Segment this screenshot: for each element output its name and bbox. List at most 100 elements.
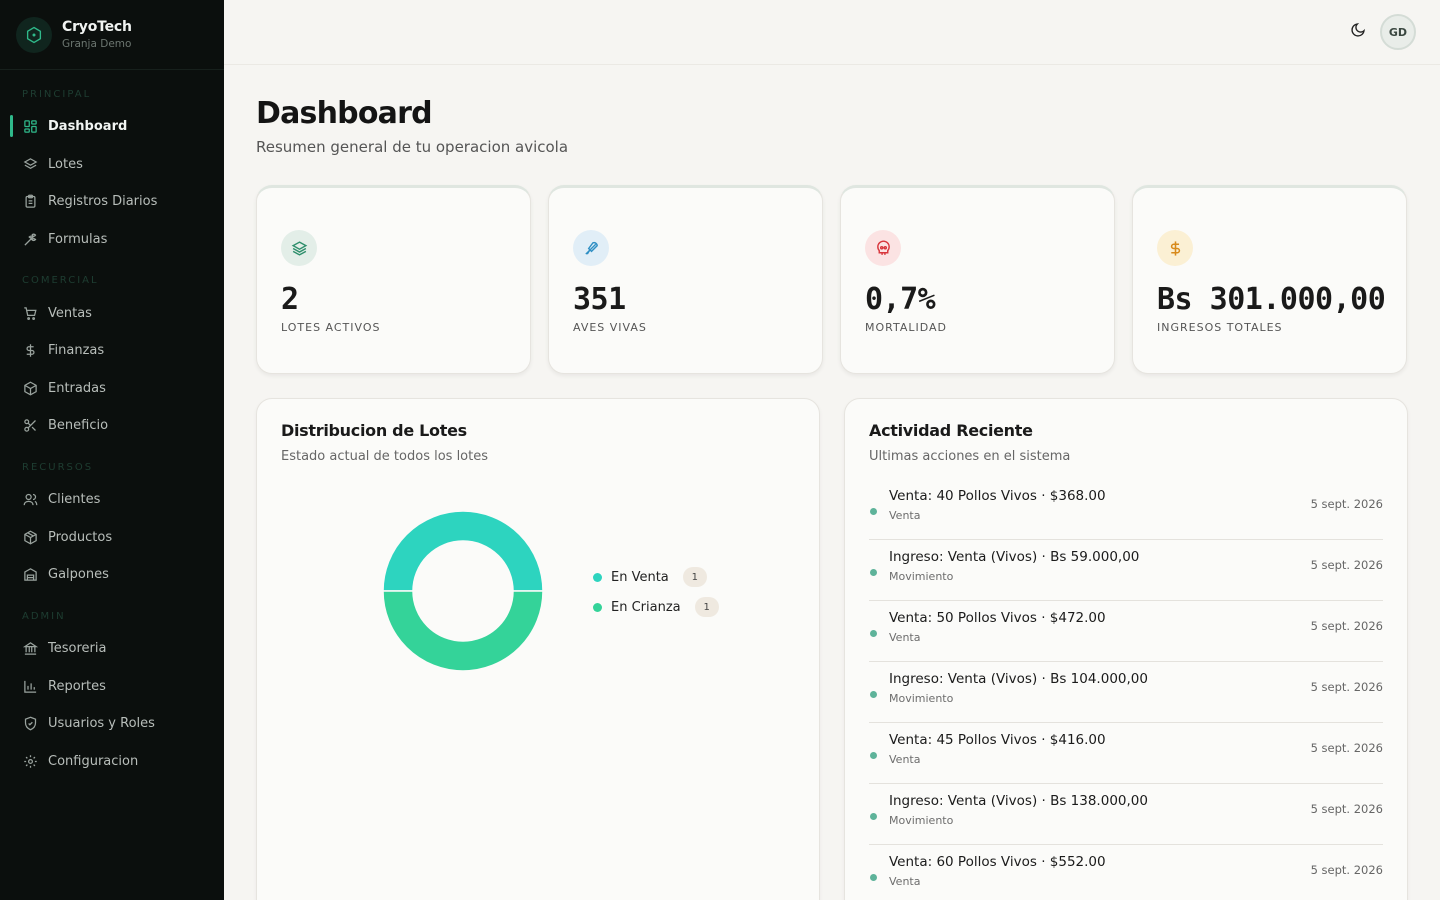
activity-title: Venta: 60 Pollos Vivos · $552.00	[889, 854, 1106, 870]
status-dot	[870, 813, 877, 820]
activity-type: Venta	[889, 631, 921, 644]
sidebar-item-label: Beneficio	[48, 417, 109, 433]
layers-icon	[281, 230, 317, 266]
dollar-icon	[22, 342, 38, 358]
sidebar-item-clientes[interactable]: Clientes	[10, 484, 214, 514]
legend-count: 1	[682, 567, 707, 587]
stat-value: 2	[281, 282, 299, 317]
brand[interactable]: CryoTech Granja Demo	[0, 0, 224, 70]
topbar: GD	[224, 0, 1440, 65]
activity-item[interactable]: Venta: 45 Pollos Vivos · $416.00 Venta 5…	[869, 723, 1383, 784]
panel-title: Actividad Reciente	[869, 421, 1033, 440]
sidebar-item-productos[interactable]: Productos	[10, 522, 214, 552]
bird-icon	[573, 230, 609, 266]
donut-slice-en-venta[interactable]	[382, 510, 544, 592]
status-dot	[870, 874, 877, 881]
sidebar-item-dashboard[interactable]: Dashboard	[10, 111, 214, 141]
donut-chart	[382, 510, 544, 672]
sidebar-item-label: Lotes	[48, 156, 83, 172]
activity-title: Venta: 40 Pollos Vivos · $368.00	[889, 488, 1106, 504]
scissors-icon	[22, 417, 38, 433]
activity-date: 5 sept. 2026	[1310, 619, 1383, 633]
avatar[interactable]: GD	[1380, 14, 1416, 50]
legend-swatch	[593, 602, 602, 612]
sidebar-item-label: Configuracion	[48, 753, 139, 769]
stat-value: 0,7%	[865, 282, 936, 317]
sidebar-item-label: Finanzas	[48, 342, 105, 358]
sidebar-item-label: Productos	[48, 529, 113, 545]
status-dot	[870, 569, 877, 576]
bar-chart-icon	[22, 678, 38, 694]
cart-icon	[22, 305, 38, 321]
bank-icon	[22, 640, 38, 656]
sidebar-item-entradas[interactable]: Entradas	[10, 373, 214, 403]
activity-date: 5 sept. 2026	[1310, 497, 1383, 511]
sidebar-item-ventas[interactable]: Ventas	[10, 298, 214, 328]
status-dot	[870, 630, 877, 637]
legend-label: En Venta	[611, 569, 669, 585]
page-subtitle: Resumen general de tu operacion avicola	[256, 138, 569, 156]
warehouse-icon	[22, 566, 38, 582]
legend-swatch	[593, 572, 602, 582]
status-dot	[870, 508, 877, 515]
activity-type: Movimiento	[889, 570, 954, 583]
activity-item[interactable]: Ingreso: Venta (Vivos) · Bs 59.000,00 Mo…	[869, 540, 1383, 601]
sidebar-item-registros-diarios[interactable]: Registros Diarios	[10, 186, 214, 216]
activity-type: Venta	[889, 509, 921, 522]
activity-item[interactable]: Venta: 50 Pollos Vivos · $472.00 Venta 5…	[869, 601, 1383, 662]
sidebar-item-reportes[interactable]: Reportes	[10, 671, 214, 701]
dollar-icon	[1157, 230, 1193, 266]
sidebar-item-label: Ventas	[48, 305, 92, 321]
sidebar-item-finanzas[interactable]: Finanzas	[10, 335, 214, 365]
donut-slice-en-crianza[interactable]	[382, 590, 544, 672]
shield-icon	[22, 715, 38, 731]
activity-title: Ingreso: Venta (Vivos) · Bs 138.000,00	[889, 793, 1148, 809]
theme-toggle-button[interactable]	[1346, 20, 1370, 44]
sidebar-item-configuracion[interactable]: Configuracion	[10, 746, 214, 776]
stat-card-lotes-activos: 2 LOTES ACTIVOS	[256, 185, 531, 374]
stat-card-aves-vivas: 351 AVES VIVAS	[548, 185, 823, 374]
panel-title: Distribucion de Lotes	[281, 421, 467, 440]
activity-date: 5 sept. 2026	[1310, 680, 1383, 694]
hexagon-logo-icon	[16, 16, 52, 53]
activity-type: Movimiento	[889, 692, 954, 705]
activity-panel: Actividad Reciente Ultimas acciones en e…	[844, 398, 1408, 900]
activity-date: 5 sept. 2026	[1310, 558, 1383, 572]
stat-label: AVES VIVAS	[573, 321, 647, 334]
panel-subtitle: Estado actual de todos los lotes	[281, 449, 488, 464]
stat-label: MORTALIDAD	[865, 321, 948, 334]
distribution-panel: Distribucion de Lotes Estado actual de t…	[256, 398, 820, 900]
legend-label: En Crianza	[611, 599, 681, 615]
sidebar-item-galpones[interactable]: Galpones	[10, 559, 214, 589]
sidebar-item-label: Galpones	[48, 566, 109, 582]
grid-icon	[22, 118, 38, 134]
sidebar-item-lotes[interactable]: Lotes	[10, 149, 214, 179]
activity-date: 5 sept. 2026	[1310, 802, 1383, 816]
users-icon	[22, 491, 38, 507]
legend-item-en-crianza: En Crianza 1	[593, 597, 719, 617]
sidebar-item-beneficio[interactable]: Beneficio	[10, 410, 214, 440]
activity-item[interactable]: Venta: 60 Pollos Vivos · $552.00 Venta 5…	[869, 845, 1383, 900]
panel-subtitle: Ultimas acciones en el sistema	[869, 449, 1071, 464]
sidebar-item-label: Clientes	[48, 491, 101, 507]
legend-count: 1	[694, 597, 719, 617]
activity-item[interactable]: Ingreso: Venta (Vivos) · Bs 138.000,00 M…	[869, 784, 1383, 845]
activity-item[interactable]: Ingreso: Venta (Vivos) · Bs 104.000,00 M…	[869, 662, 1383, 723]
legend-item-en-venta: En Venta 1	[593, 567, 707, 587]
activity-item[interactable]: Venta: 40 Pollos Vivos · $368.00 Venta 5…	[869, 479, 1383, 540]
activity-type: Movimiento	[889, 814, 954, 827]
activity-title: Ingreso: Venta (Vivos) · Bs 59.000,00	[889, 549, 1140, 565]
stat-card-mortalidad: 0,7% MORTALIDAD	[840, 185, 1115, 374]
nav-section-admin: ADMIN	[22, 611, 66, 622]
sidebar-item-tesoreria[interactable]: Tesoreria	[10, 633, 214, 663]
sidebar-item-usuarios-y-roles[interactable]: Usuarios y Roles	[10, 708, 214, 738]
nav-section-principal: PRINCIPAL	[22, 89, 92, 100]
sidebar-item-formulas[interactable]: Formulas	[10, 224, 214, 254]
stat-value: Bs 301.000,00	[1157, 282, 1386, 317]
box-icon	[22, 529, 38, 545]
status-dot	[870, 691, 877, 698]
brand-name: CryoTech	[62, 19, 132, 35]
nav-section-comercial: COMERCIAL	[22, 275, 99, 286]
clipboard-icon	[22, 193, 38, 209]
status-dot	[870, 752, 877, 759]
